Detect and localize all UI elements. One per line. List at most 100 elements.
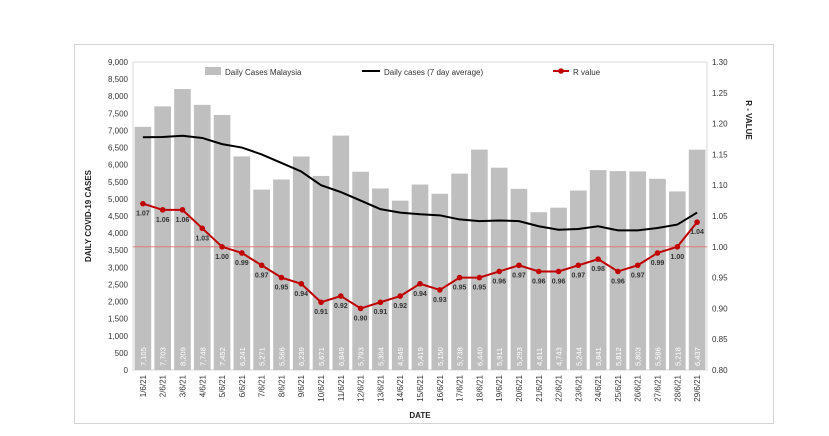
y-tick-label: 8,500 bbox=[108, 75, 129, 84]
bar bbox=[213, 114, 231, 370]
y2-tick-label: 0.80 bbox=[712, 366, 728, 375]
bar-value-label: 6,437 bbox=[693, 347, 702, 366]
r-value-point bbox=[140, 200, 146, 207]
bar bbox=[570, 190, 587, 370]
r-value-label: 0.96 bbox=[611, 278, 625, 285]
bar-value-label: 5,293 bbox=[515, 347, 524, 366]
bar bbox=[372, 188, 389, 370]
y-tick-label: 2,500 bbox=[108, 280, 129, 289]
x-tick-label: 28/6/21 bbox=[673, 374, 682, 401]
r-value-point bbox=[436, 287, 443, 293]
r-value-point bbox=[516, 262, 522, 269]
bar bbox=[530, 212, 548, 370]
bar-value-label: 5,803 bbox=[634, 347, 643, 366]
r-value-point bbox=[575, 262, 582, 269]
bar bbox=[550, 207, 567, 370]
x-tick-label: 23/6/21 bbox=[574, 374, 583, 401]
y-tick-label: 7,500 bbox=[108, 109, 129, 118]
bar-value-label: 6,239 bbox=[297, 347, 306, 366]
r-value-label: 1.06 bbox=[156, 217, 170, 224]
bar-value-label: 6,241 bbox=[238, 347, 247, 366]
bar bbox=[411, 184, 429, 370]
x-tick-label: 18/6/21 bbox=[475, 374, 484, 401]
bar bbox=[510, 188, 528, 370]
r-value-label: 0.96 bbox=[552, 278, 566, 285]
y2-tick-label: 1.30 bbox=[712, 58, 728, 67]
r-value-point bbox=[338, 293, 344, 299]
r-value-label: 0.97 bbox=[572, 272, 586, 279]
r-value-label: 0.97 bbox=[255, 272, 269, 279]
x-tick-label: 14/6/21 bbox=[396, 374, 405, 401]
y-tick-label: 1,000 bbox=[108, 332, 129, 341]
bar-value-label: 5,841 bbox=[594, 347, 603, 366]
x-tick-label: 9/6/21 bbox=[297, 374, 306, 397]
r-value-point bbox=[159, 207, 166, 213]
x-tick-label: 2/6/21 bbox=[159, 374, 168, 397]
bar bbox=[471, 149, 488, 370]
legend-swatch-bars bbox=[205, 67, 221, 75]
r-value-label: 1.06 bbox=[176, 217, 190, 224]
r-value-label: 1.00 bbox=[215, 254, 229, 261]
bar-value-label: 5,304 bbox=[376, 347, 385, 366]
r-value-label: 0.94 bbox=[294, 291, 308, 298]
bar bbox=[629, 171, 647, 370]
y-tick-label: 5,500 bbox=[108, 178, 129, 187]
r-value-label: 0.93 bbox=[433, 297, 447, 304]
legend-label-r-value: R value bbox=[573, 68, 601, 77]
bar bbox=[391, 200, 409, 370]
x-tick-label: 12/6/21 bbox=[357, 374, 366, 401]
x-axis-title: DATE bbox=[409, 411, 431, 420]
y-tick-label: 1,500 bbox=[108, 315, 129, 324]
r-value-label: 0.97 bbox=[512, 272, 526, 279]
r-value-label: 0.91 bbox=[374, 309, 388, 316]
x-tick-label: 3/6/21 bbox=[178, 374, 187, 397]
x-tick-label: 19/6/21 bbox=[495, 374, 504, 401]
y2-axis-title: R - VALUE bbox=[744, 100, 753, 140]
r-value-point bbox=[417, 280, 423, 287]
r-value-label: 0.95 bbox=[453, 285, 467, 292]
bar-value-label: 6,440 bbox=[475, 347, 484, 366]
bar-value-label: 8,209 bbox=[178, 347, 187, 366]
x-tick-label: 21/6/21 bbox=[535, 374, 544, 401]
y2-tick-label: 0.85 bbox=[712, 335, 728, 344]
x-tick-label: 7/6/21 bbox=[258, 374, 267, 397]
bar-value-label: 4,949 bbox=[396, 347, 405, 366]
y-axis-title: DAILY COVID-19 CASES bbox=[84, 169, 93, 262]
y-tick-label: 2,000 bbox=[108, 298, 129, 307]
x-tick-label: 13/6/21 bbox=[376, 374, 385, 401]
x-tick-label: 8/6/21 bbox=[277, 374, 286, 397]
r-value-label: 0.96 bbox=[492, 278, 506, 285]
legend-label-average: Daily cases (7 day average) bbox=[384, 68, 483, 77]
bar bbox=[688, 149, 706, 370]
bar-value-label: 5,218 bbox=[673, 347, 682, 366]
r-value-point bbox=[654, 250, 661, 256]
y-tick-label: 500 bbox=[115, 349, 129, 358]
r-value-point bbox=[377, 299, 384, 306]
r-value-label: 0.95 bbox=[473, 285, 487, 292]
y2-tick-label: 1.15 bbox=[712, 150, 728, 159]
r-value-point bbox=[239, 250, 245, 256]
bar bbox=[312, 175, 330, 370]
r-value-point bbox=[179, 207, 186, 213]
y-tick-label: 6,000 bbox=[108, 161, 129, 170]
r-value-point bbox=[496, 268, 502, 275]
bar-value-label: 5,911 bbox=[495, 348, 504, 366]
r-value-label: 0.95 bbox=[275, 285, 289, 292]
r-value-label: 0.98 bbox=[591, 266, 605, 273]
r-value-label: 0.90 bbox=[354, 315, 368, 322]
r-value-point bbox=[219, 244, 225, 250]
x-tick-label: 4/6/21 bbox=[198, 374, 207, 397]
bar bbox=[273, 179, 290, 370]
y-tick-label: 4,500 bbox=[108, 212, 129, 221]
r-value-point bbox=[674, 244, 681, 250]
x-tick-label: 10/6/21 bbox=[317, 374, 326, 401]
legend-marker-r-value bbox=[558, 68, 564, 74]
bar bbox=[451, 173, 468, 370]
y2-tick-label: 0.95 bbox=[712, 274, 728, 283]
bar bbox=[668, 191, 686, 370]
x-tick-label: 16/6/21 bbox=[436, 374, 445, 401]
bar-value-label: 7,105 bbox=[139, 347, 148, 366]
r-value-label: 1.03 bbox=[195, 235, 209, 242]
bar-value-label: 5,671 bbox=[317, 347, 326, 366]
